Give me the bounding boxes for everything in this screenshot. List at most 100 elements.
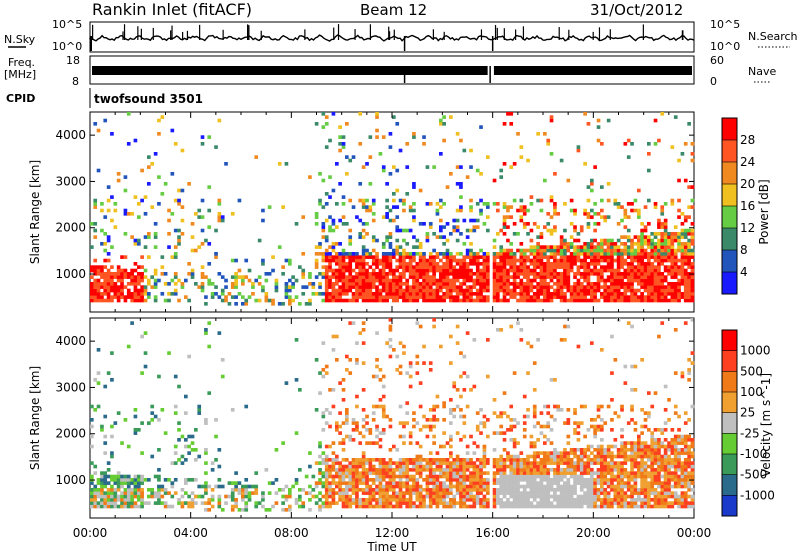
echo-cell	[486, 418, 490, 422]
echo-cell	[690, 248, 695, 253]
echo-cell	[522, 474, 527, 479]
echo-cell	[576, 438, 581, 442]
echo-cell	[556, 245, 561, 249]
echo-cell	[103, 384, 108, 389]
echo-cell	[529, 262, 534, 266]
echo-cell	[338, 125, 342, 129]
echo-cell	[432, 288, 436, 293]
echo-cell	[637, 282, 641, 286]
echo-cell	[445, 268, 450, 273]
echo-cell	[324, 278, 329, 283]
echo-cell	[680, 235, 685, 239]
echo-cell	[637, 255, 641, 259]
echo-cell	[120, 501, 124, 505]
echo-cell	[673, 292, 678, 296]
echo-cell	[670, 288, 675, 293]
echo-cell	[690, 292, 695, 296]
echo-cell	[452, 414, 457, 419]
echo-cell	[576, 245, 581, 249]
echo-cell	[365, 278, 369, 283]
echo-cell	[657, 275, 661, 279]
echo-cell	[603, 218, 608, 223]
echo-cell	[553, 245, 557, 249]
echo-cell	[690, 282, 695, 286]
echo-cell	[539, 478, 544, 482]
echo-cell	[559, 338, 564, 342]
echo-cell	[566, 282, 571, 286]
echo-cell	[439, 344, 443, 349]
echo-cell	[640, 292, 644, 296]
echo-cell	[388, 272, 393, 276]
echo-cell	[318, 508, 322, 512]
echo-cell	[613, 198, 618, 203]
echo-cell	[338, 292, 342, 296]
echo-cell	[452, 468, 457, 472]
echo-cell	[449, 295, 453, 299]
y-tick-label: 3000	[55, 174, 86, 188]
echo-cell	[418, 498, 423, 502]
echo-cell	[563, 471, 567, 475]
echo-cell	[600, 248, 604, 253]
echo-cell	[519, 242, 524, 246]
echo-cell	[204, 302, 208, 306]
echo-cell	[126, 112, 131, 116]
echo-cell	[516, 484, 520, 489]
echo-cell	[556, 282, 561, 286]
echo-cell	[365, 252, 369, 256]
echo-cell	[553, 404, 557, 409]
echo-cell	[368, 278, 373, 283]
echo-cell	[163, 504, 168, 509]
echo-cell	[345, 282, 349, 286]
echo-cell	[546, 484, 551, 489]
echo-cell	[355, 491, 359, 495]
echo-cell	[556, 461, 561, 465]
echo-cell	[566, 298, 571, 303]
echo-cell	[506, 248, 510, 253]
echo-cell	[673, 275, 678, 279]
echo-cell	[583, 404, 587, 409]
echo-cell	[690, 268, 695, 273]
echo-cell	[244, 275, 249, 279]
echo-cell	[630, 478, 634, 482]
echo-cell	[469, 248, 473, 253]
echo-cell	[586, 248, 591, 253]
echo-cell	[395, 215, 400, 219]
echo-cell	[502, 292, 507, 296]
echo-cell	[110, 498, 114, 502]
echo-cell	[687, 245, 691, 249]
echo-cell	[536, 288, 540, 293]
echo-cell	[392, 498, 396, 502]
echo-cell	[499, 258, 504, 263]
echo-cell	[529, 272, 534, 276]
echo-cell	[439, 268, 443, 273]
echo-cell	[375, 424, 379, 429]
echo-cell	[408, 275, 413, 279]
echo-cell	[368, 491, 373, 495]
echo-cell	[486, 285, 490, 289]
echo-cell	[116, 278, 121, 283]
echo-cell	[603, 278, 608, 283]
echo-cell	[529, 344, 534, 349]
echo-cell	[405, 484, 410, 489]
echo-cell	[539, 411, 544, 415]
echo-cell	[549, 252, 554, 256]
echo-cell	[482, 275, 487, 279]
echo-cell	[130, 321, 134, 325]
echo-cell	[553, 488, 557, 492]
echo-cell	[160, 265, 165, 269]
echo-cell	[153, 295, 158, 299]
echo-cell	[455, 268, 460, 273]
echo-cell	[381, 488, 386, 492]
echo-cell	[630, 408, 634, 412]
echo-cell	[204, 484, 208, 489]
echo-cell	[335, 282, 339, 286]
echo-cell	[358, 471, 363, 475]
echo-cell	[613, 498, 618, 502]
echo-cell	[522, 205, 527, 209]
echo-cell	[596, 288, 601, 293]
echo-cell	[573, 408, 577, 412]
echo-cell	[593, 212, 597, 216]
echo-cell	[677, 238, 681, 243]
echo-cell	[462, 255, 467, 259]
